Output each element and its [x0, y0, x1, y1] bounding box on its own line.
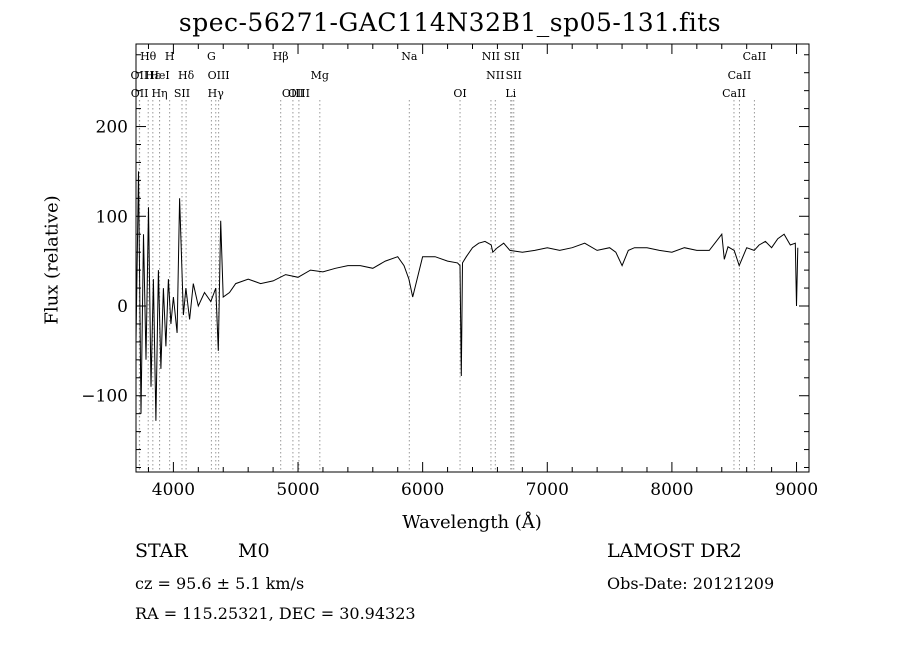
line-label: OII — [131, 69, 149, 82]
line-label: Hθ — [140, 50, 157, 63]
line-label: Mg — [311, 69, 329, 82]
line-label: NII — [486, 69, 504, 82]
y-tick-label: −100 — [81, 387, 128, 407]
y-axis-label: Flux (relative) — [41, 195, 63, 325]
line-label: NII — [482, 50, 500, 63]
line-label: OIII — [282, 87, 304, 100]
x-tick-label: 6000 — [401, 480, 444, 500]
line-label: SII — [174, 87, 190, 100]
redshift-readout: cz = 95.6 ± 5.1 km/s — [135, 574, 305, 593]
spectrum-line — [135, 171, 799, 421]
line-label: CaII — [743, 50, 767, 63]
x-tick-label: 9000 — [775, 480, 818, 500]
line-label: Li — [505, 87, 516, 100]
line-label: H — [165, 50, 175, 63]
plot-frame — [135, 43, 810, 473]
line-label: CaII — [728, 69, 752, 82]
x-axis-label: Wavelength (Å) — [402, 512, 542, 533]
chart-title: spec-56271-GAC114N32B1_sp05-131.fits — [178, 8, 722, 37]
line-label: CaII — [722, 87, 746, 100]
object-class: STAR — [135, 540, 188, 562]
line-label: Hδ — [178, 69, 195, 82]
obs-date: Obs-Date: 20121209 — [607, 574, 775, 593]
survey-name: LAMOST DR2 — [607, 540, 742, 562]
axis-tick-labels: 4000 5000 6000 7000 8000 9000 −100 0 100 200 — [81, 118, 818, 500]
line-label: HeI — [149, 69, 169, 82]
axis-ticks — [136, 44, 809, 472]
line-label: Hβ — [273, 50, 289, 63]
line-label: Hγ — [208, 87, 225, 100]
line-label: OI — [453, 87, 466, 100]
line-label: SII — [504, 50, 520, 63]
x-tick-label: 4000 — [152, 480, 195, 500]
line-label: Hε — [145, 69, 161, 82]
line-marker-group — [138, 100, 755, 472]
y-tick-label: 0 — [117, 297, 128, 317]
line-label: OIII — [288, 87, 310, 100]
radec-readout: RA = 115.25321, DEC = 30.94323 — [135, 604, 416, 623]
line-label: G — [207, 50, 216, 63]
line-label: SII — [506, 69, 522, 82]
object-subclass: M0 — [238, 540, 270, 562]
y-tick-label: 100 — [96, 207, 128, 227]
y-tick-label: 200 — [96, 118, 128, 138]
x-tick-label: 5000 — [276, 480, 319, 500]
line-label: Hη — [151, 87, 167, 100]
line-label: OII — [131, 87, 149, 100]
x-tick-label: 8000 — [650, 480, 693, 500]
line-label: Na — [401, 50, 418, 63]
line-label: OIII — [208, 69, 230, 82]
x-tick-label: 7000 — [526, 480, 569, 500]
